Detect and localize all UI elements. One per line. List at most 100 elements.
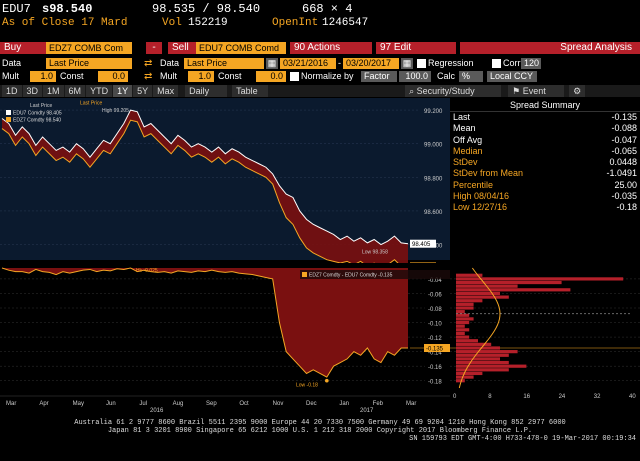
calc-select[interactable]: % (459, 70, 483, 82)
ccy-select[interactable]: Local CCY (487, 70, 537, 82)
range-tab-1d[interactable]: 1D (2, 85, 22, 97)
factor-field[interactable]: 100.0 (399, 70, 431, 82)
buy-button[interactable]: Buy (0, 42, 46, 54)
summary-value: -0.065 (611, 145, 637, 156)
range-tab-3d[interactable]: 3D (22, 85, 43, 97)
gear-icon: ⚙ (573, 86, 582, 96)
spread-operator[interactable]: - (146, 42, 162, 54)
corr-label: Corr (503, 58, 521, 68)
openint-label: OpenInt (272, 16, 319, 29)
hist-x-tick: 0 (453, 394, 457, 400)
hist-x-tick: 32 (594, 394, 601, 400)
action-toolbar: Buy EDZ7 COMB Com - Sell EDU7 COMB Comd … (0, 41, 640, 55)
quote-subheader: As of Close 17 Mard Vol 152219 OpenInt 1… (0, 16, 640, 29)
edit-menu[interactable]: 97 Edit (376, 42, 456, 54)
histogram-bar (456, 306, 474, 310)
quote-header: EDU7 s98.540 98.535 / 98.540 668 × 4 (0, 2, 640, 16)
range-tab-max[interactable]: Max (153, 85, 179, 97)
openint-value: 1246547 (322, 16, 369, 29)
x-tick-label: Mar (406, 401, 416, 407)
x-tick-label: Nov (273, 401, 284, 407)
search-icon: ⌕ (409, 86, 417, 96)
swap-icon-2[interactable]: ⇄ (144, 70, 153, 82)
distribution-histogram: 0 8 16 24 32 40 (453, 267, 636, 400)
range-tab-group: 1D 3D 1M 6M YTD 1Y 5Y Max (2, 85, 179, 97)
histogram-bar (456, 302, 474, 306)
annotation-high: Hi: -0.025 (136, 268, 158, 274)
x-tick-label: Dec (306, 401, 317, 407)
params-row-2: Mult 1.0 Const 0.0 ⇄ Mult 1.0 Const 0.0 … (0, 70, 640, 82)
range-tab-6m[interactable]: 6M (64, 85, 86, 97)
price-chart-bg (0, 98, 450, 260)
range-tab-ytd[interactable]: YTD (86, 85, 113, 97)
event-button[interactable]: ⚑ Event (508, 85, 565, 97)
corr-checkbox[interactable] (492, 58, 501, 68)
footer: Australia 61 2 9777 8600 Brazil 5511 239… (0, 415, 640, 461)
flag-icon: ⚑ (512, 86, 523, 96)
x-tick-label: May (73, 401, 84, 407)
y-tick-label: -0.14 (428, 351, 442, 357)
mult-label-2: Mult (160, 71, 178, 81)
sell-security-field[interactable]: EDU7 COMB Comd (196, 42, 286, 54)
date-from-field[interactable]: 03/21/2016 (280, 57, 336, 69)
calendar-icon[interactable]: ▦ (266, 57, 278, 69)
period-select[interactable]: Daily (185, 85, 228, 97)
settings-button[interactable]: ⚙ (569, 85, 586, 97)
event-label: Event (522, 86, 546, 96)
swap-icon[interactable]: ⇄ (144, 57, 153, 69)
y-tick-label: -0.10 (428, 322, 442, 328)
x-tick-label: Jan (339, 401, 349, 407)
security-study-label: Security/Study (416, 86, 475, 96)
legend-header: Last Price (30, 103, 52, 109)
y-tick-label: 98.600 (424, 210, 443, 216)
mult-field[interactable]: 1.0 (30, 70, 56, 82)
summary-label: StDev (453, 157, 478, 168)
summary-row: StDev 0.0448 (450, 157, 640, 168)
legend-entry: EDU7 Comdty 98.405 (13, 111, 62, 117)
calc-label: Calc (437, 71, 456, 81)
range-tab-5y[interactable]: 5Y (133, 85, 153, 97)
histogram-bar (456, 291, 500, 296)
regression-checkbox[interactable] (417, 58, 426, 68)
data-select-1[interactable]: Last Price (46, 57, 132, 69)
corr-field[interactable]: 120 (521, 57, 541, 69)
x-tick-label: Feb (373, 401, 384, 407)
const-field-2[interactable]: 0.0 (256, 70, 286, 82)
histogram-bar (456, 342, 492, 346)
histogram-bar (456, 299, 483, 303)
histogram-bar (456, 313, 470, 317)
y-tick-label: -0.04 (428, 278, 442, 284)
data-select-2[interactable]: Last Price (184, 57, 264, 69)
series-line-0 (1, 109, 409, 246)
const-field[interactable]: 0.0 (98, 70, 128, 82)
range-tab-1y[interactable]: 1Y (113, 85, 133, 97)
sell-button[interactable]: Sell (168, 42, 196, 54)
factor-select[interactable]: Factor (361, 70, 397, 82)
histogram-bar (456, 335, 470, 339)
x-tick-label: Jun (106, 401, 116, 407)
year-label: 2017 (360, 408, 374, 414)
normalize-checkbox[interactable] (290, 71, 299, 81)
buy-security-field[interactable]: EDZ7 COMB Com (46, 42, 132, 54)
histogram-bar (456, 371, 483, 376)
low-marker (325, 378, 329, 383)
y-tick-label: -0.16 (428, 365, 442, 371)
table-button[interactable]: Table (232, 85, 269, 97)
range-tab-1m[interactable]: 1M (43, 85, 64, 97)
date-to-field[interactable]: 03/20/2017 (343, 57, 399, 69)
histogram-bar (456, 375, 474, 379)
actions-menu[interactable]: 90 Actions (290, 42, 372, 54)
histogram-bar (456, 360, 509, 365)
histogram-bar (456, 364, 527, 368)
calendar-icon-2[interactable]: ▦ (401, 57, 413, 69)
security-study-button[interactable]: ⌕ Security/Study (405, 85, 502, 97)
spread-analysis-title: Spread Analysis (460, 42, 640, 54)
mult-field-2[interactable]: 1.0 (188, 70, 214, 82)
spread-summary-title: Spread Summary (450, 98, 640, 112)
data-label-2: Data (160, 58, 180, 68)
const-label-2: Const (218, 71, 242, 81)
histogram-bar (456, 280, 562, 285)
y-tick-label: -0.18 (428, 380, 442, 386)
price-tag-bg (410, 239, 436, 248)
